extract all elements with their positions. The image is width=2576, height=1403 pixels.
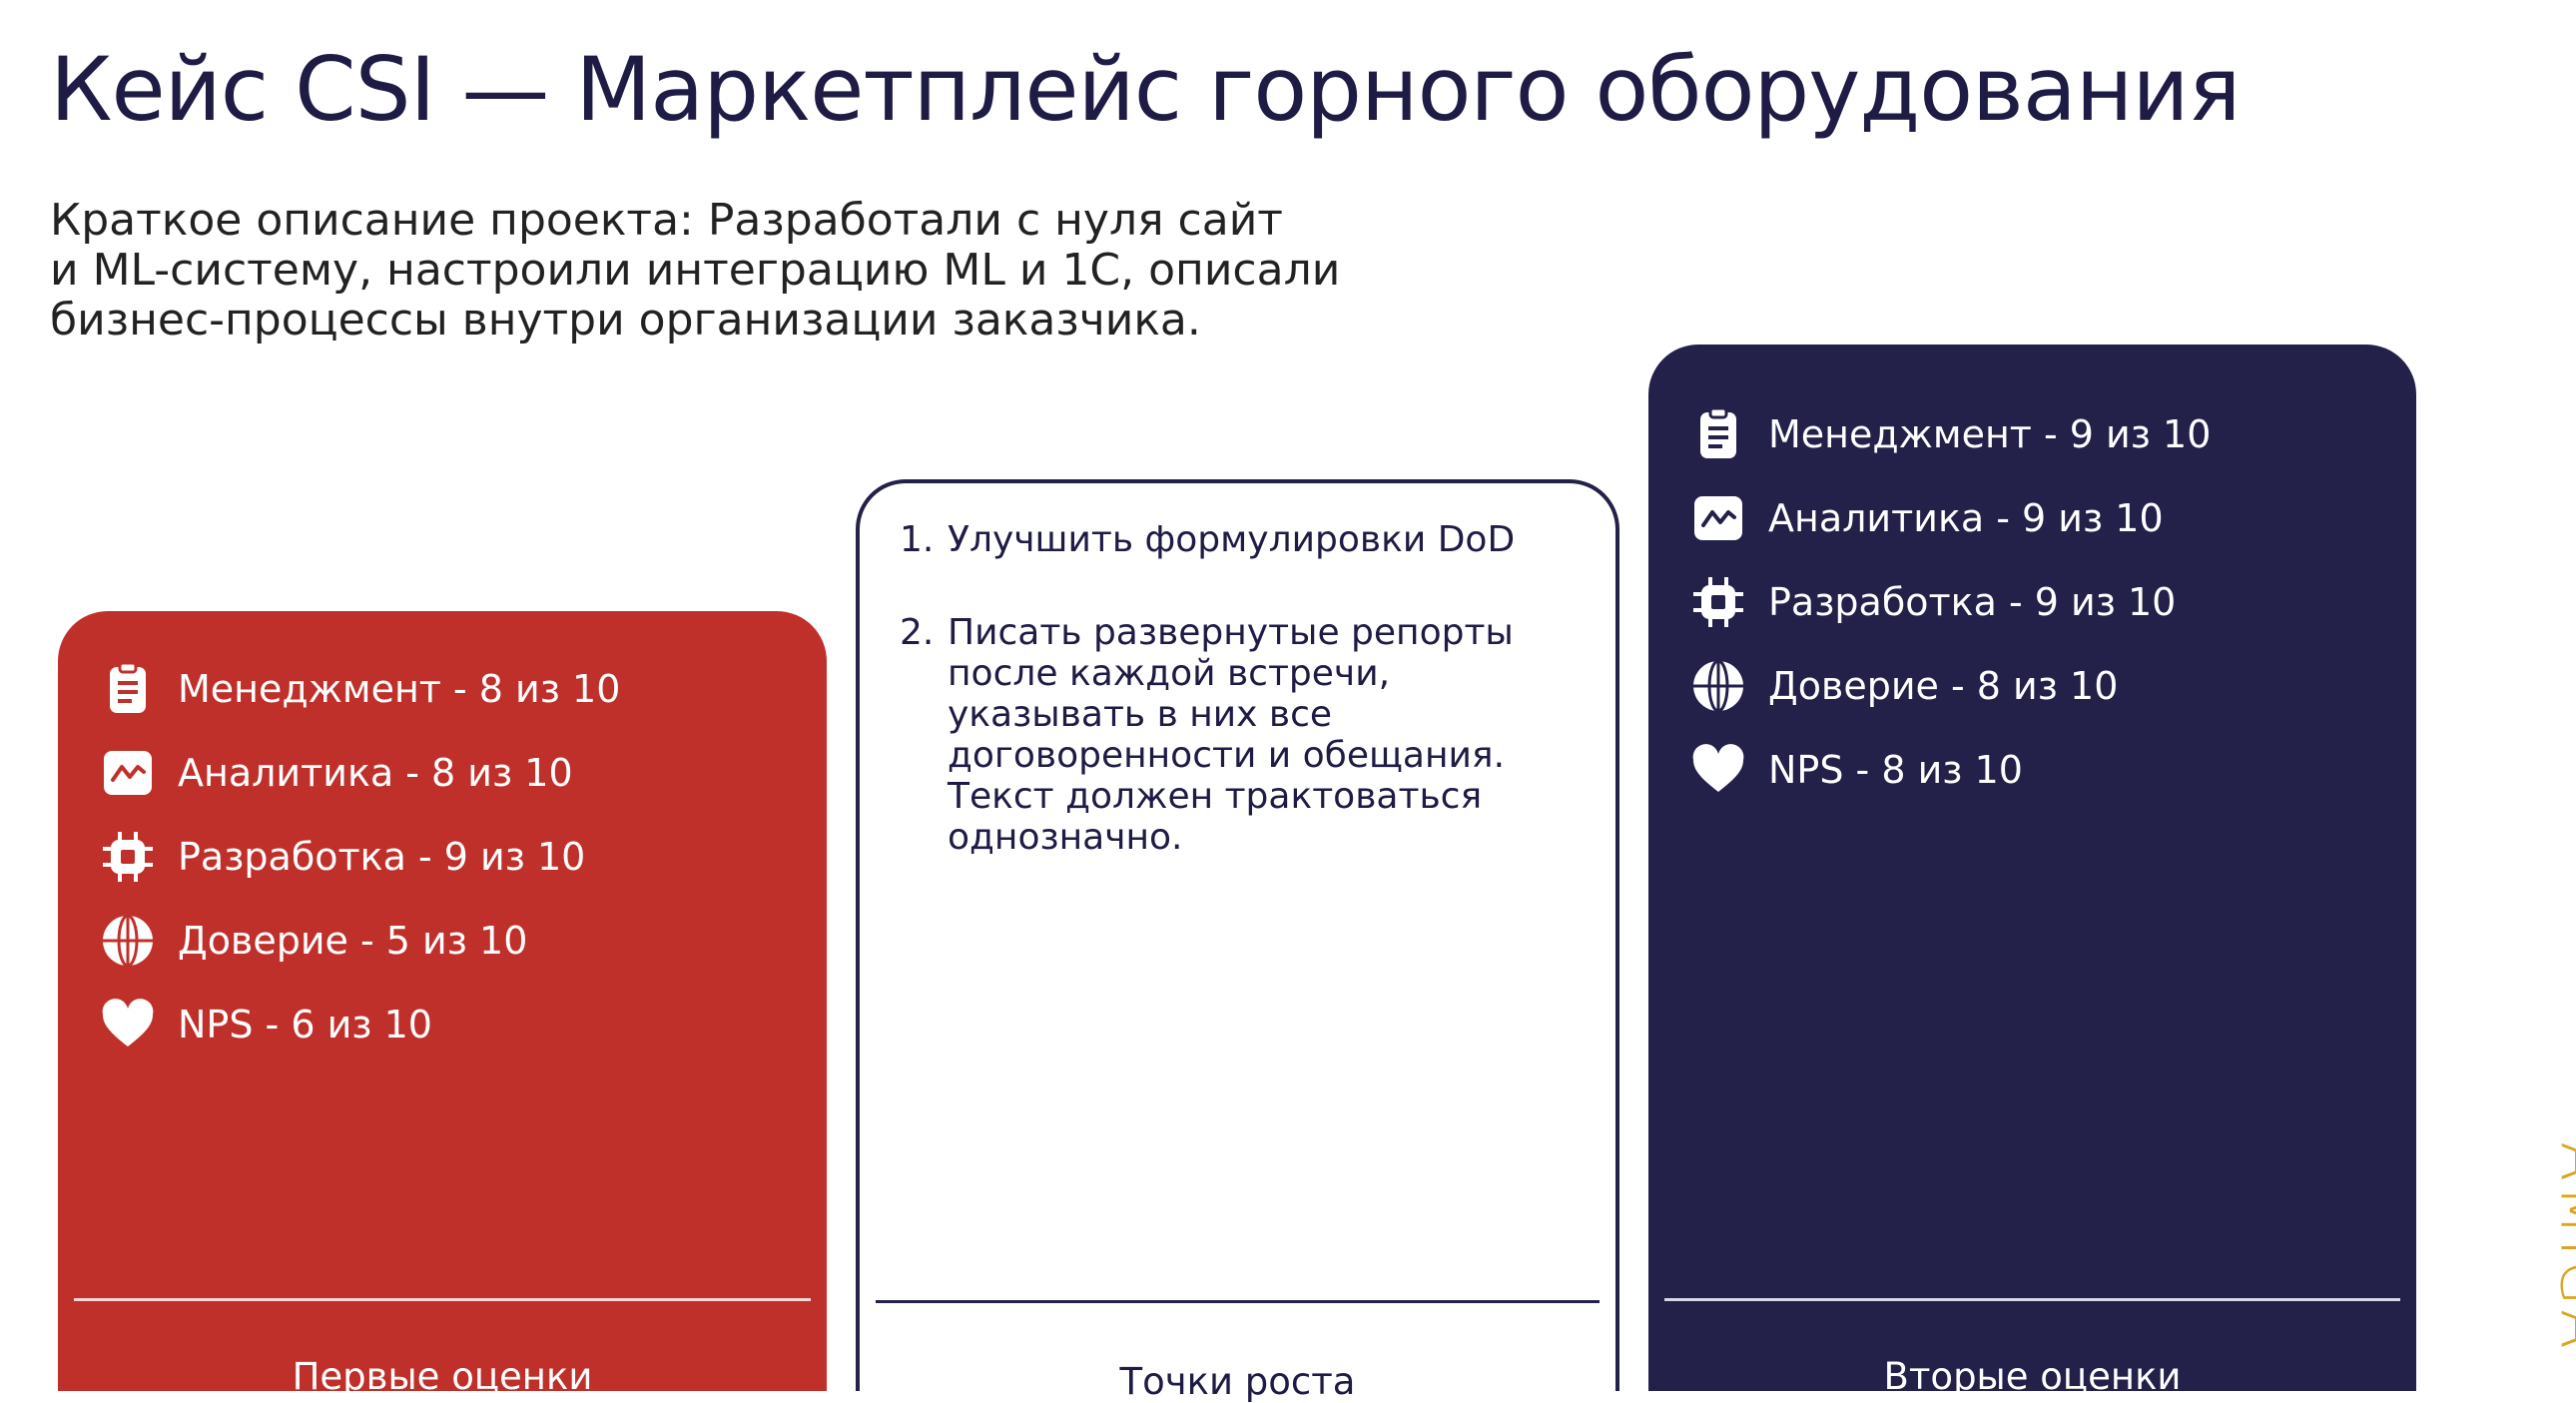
score-text: Разработка - 9 из 10 [178, 835, 586, 879]
point-number: 1. [900, 519, 935, 560]
icon [110, 661, 146, 713]
icon [103, 832, 153, 882]
divider [876, 1300, 1600, 1303]
icon [1693, 659, 1743, 713]
divider [1664, 1298, 2400, 1301]
icon [104, 751, 152, 795]
card-label: Точки роста [1119, 1360, 1356, 1403]
icon [103, 914, 153, 968]
icon-part [121, 850, 135, 864]
growth-card: 1. Улучшить формулировки DoD 2. Писать разв… [856, 479, 1619, 1403]
score-item: Разработка - 9 из 10 [100, 827, 585, 887]
icon [1694, 496, 1742, 540]
score-text: Аналитика - 9 из 10 [1768, 496, 2164, 540]
point-number: 2. [900, 612, 935, 653]
score-item: Доверие - 5 из 10 [100, 911, 527, 971]
divider [74, 1298, 811, 1301]
score-text: Аналитика - 8 из 10 [178, 751, 573, 795]
icon [1700, 406, 1736, 458]
description: Краткое описание проекта: Разработали с … [50, 196, 1340, 346]
icon [102, 999, 154, 1047]
growth-point: 2. Писать развернутые репорты после каждо… [900, 612, 1579, 858]
icon-part [111, 765, 146, 782]
icon-part [102, 999, 154, 1047]
title: Кейс CSI — Маркетплейс горного оборудова… [50, 38, 2241, 141]
score-text: Разработка - 9 из 10 [1768, 580, 2177, 624]
score-item: Аналитика - 8 из 10 [100, 743, 573, 803]
icon-part [1693, 577, 1743, 627]
icon [1692, 744, 1744, 792]
icon-part [103, 832, 153, 882]
score-item: NPS - 6 из 10 [100, 995, 432, 1054]
score-text: NPS - 6 из 10 [178, 1003, 432, 1047]
icon-part [1708, 406, 1728, 419]
point-text: Улучшить формулировки DoD [948, 519, 1516, 560]
icon-part [1701, 510, 1736, 527]
point-text: Писать развернутые репорты после каждой … [948, 612, 1514, 858]
score-item: NPS - 8 из 10 [1690, 740, 2023, 800]
score-text: Менеджмент - 9 из 10 [1768, 412, 2212, 456]
icon-part [1693, 659, 1743, 713]
score-text: Доверие - 5 из 10 [178, 919, 528, 963]
score-item: Доверие - 8 из 10 [1690, 656, 2118, 716]
icon-part [1692, 744, 1744, 792]
icon [1693, 577, 1743, 627]
card-label: Первые оценки [292, 1355, 593, 1398]
icon-part [1711, 595, 1725, 609]
second-scores-card: Менеджмент - 9 из 10 Аналитика - 9 из 10 Р… [1648, 345, 2416, 1398]
score-item: Менеджмент - 9 из 10 [1690, 404, 2211, 464]
description-line: Краткое описание проекта: Разработали с … [50, 195, 1283, 246]
description-line: бизнес-процессы внутри организации заказ… [50, 295, 1201, 346]
logo: AMIGA [2547, 1141, 2576, 1353]
score-text: NPS - 8 из 10 [1768, 748, 2023, 792]
card-label: Вторые оценки [1883, 1355, 2182, 1398]
score-text: Доверие - 8 из 10 [1768, 664, 2119, 708]
score-text: Менеджмент - 8 из 10 [178, 667, 621, 711]
score-item: Разработка - 9 из 10 [1690, 572, 2176, 632]
score-item: Менеджмент - 8 из 10 [100, 659, 620, 719]
first-scores-card: Менеджмент - 8 из 10 Аналитика - 8 из 10 Р… [58, 611, 827, 1398]
icon-part [118, 661, 138, 674]
icon-part [103, 914, 153, 968]
description-line: и ML-систему, настроили интеграцию ML и … [50, 245, 1341, 296]
growth-point: 1. Улучшить формулировки DoD [900, 519, 1579, 560]
score-item: Аналитика - 9 из 10 [1690, 488, 2164, 548]
